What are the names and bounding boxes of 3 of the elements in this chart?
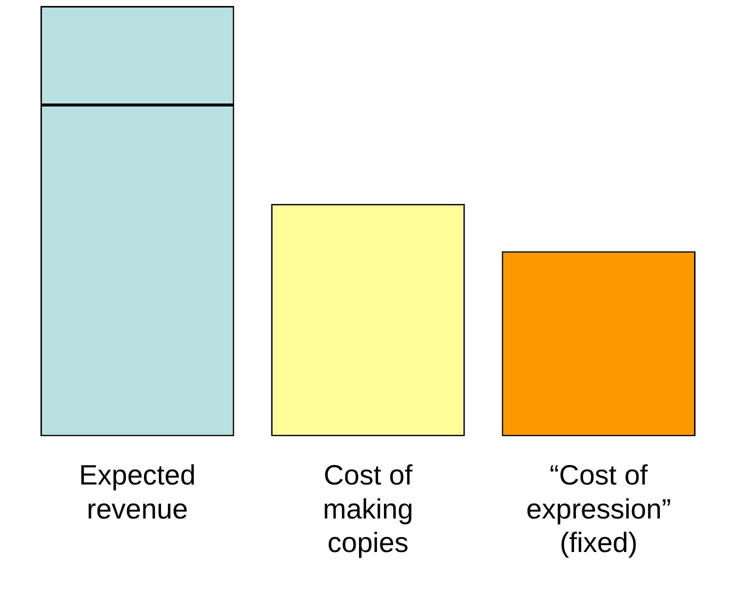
x-tick-label: Expected revenue [78, 460, 196, 524]
x-tick-label: Cost of making copies [322, 460, 414, 558]
x-tick-label: “Cost of expression” (fixed) [526, 460, 672, 558]
